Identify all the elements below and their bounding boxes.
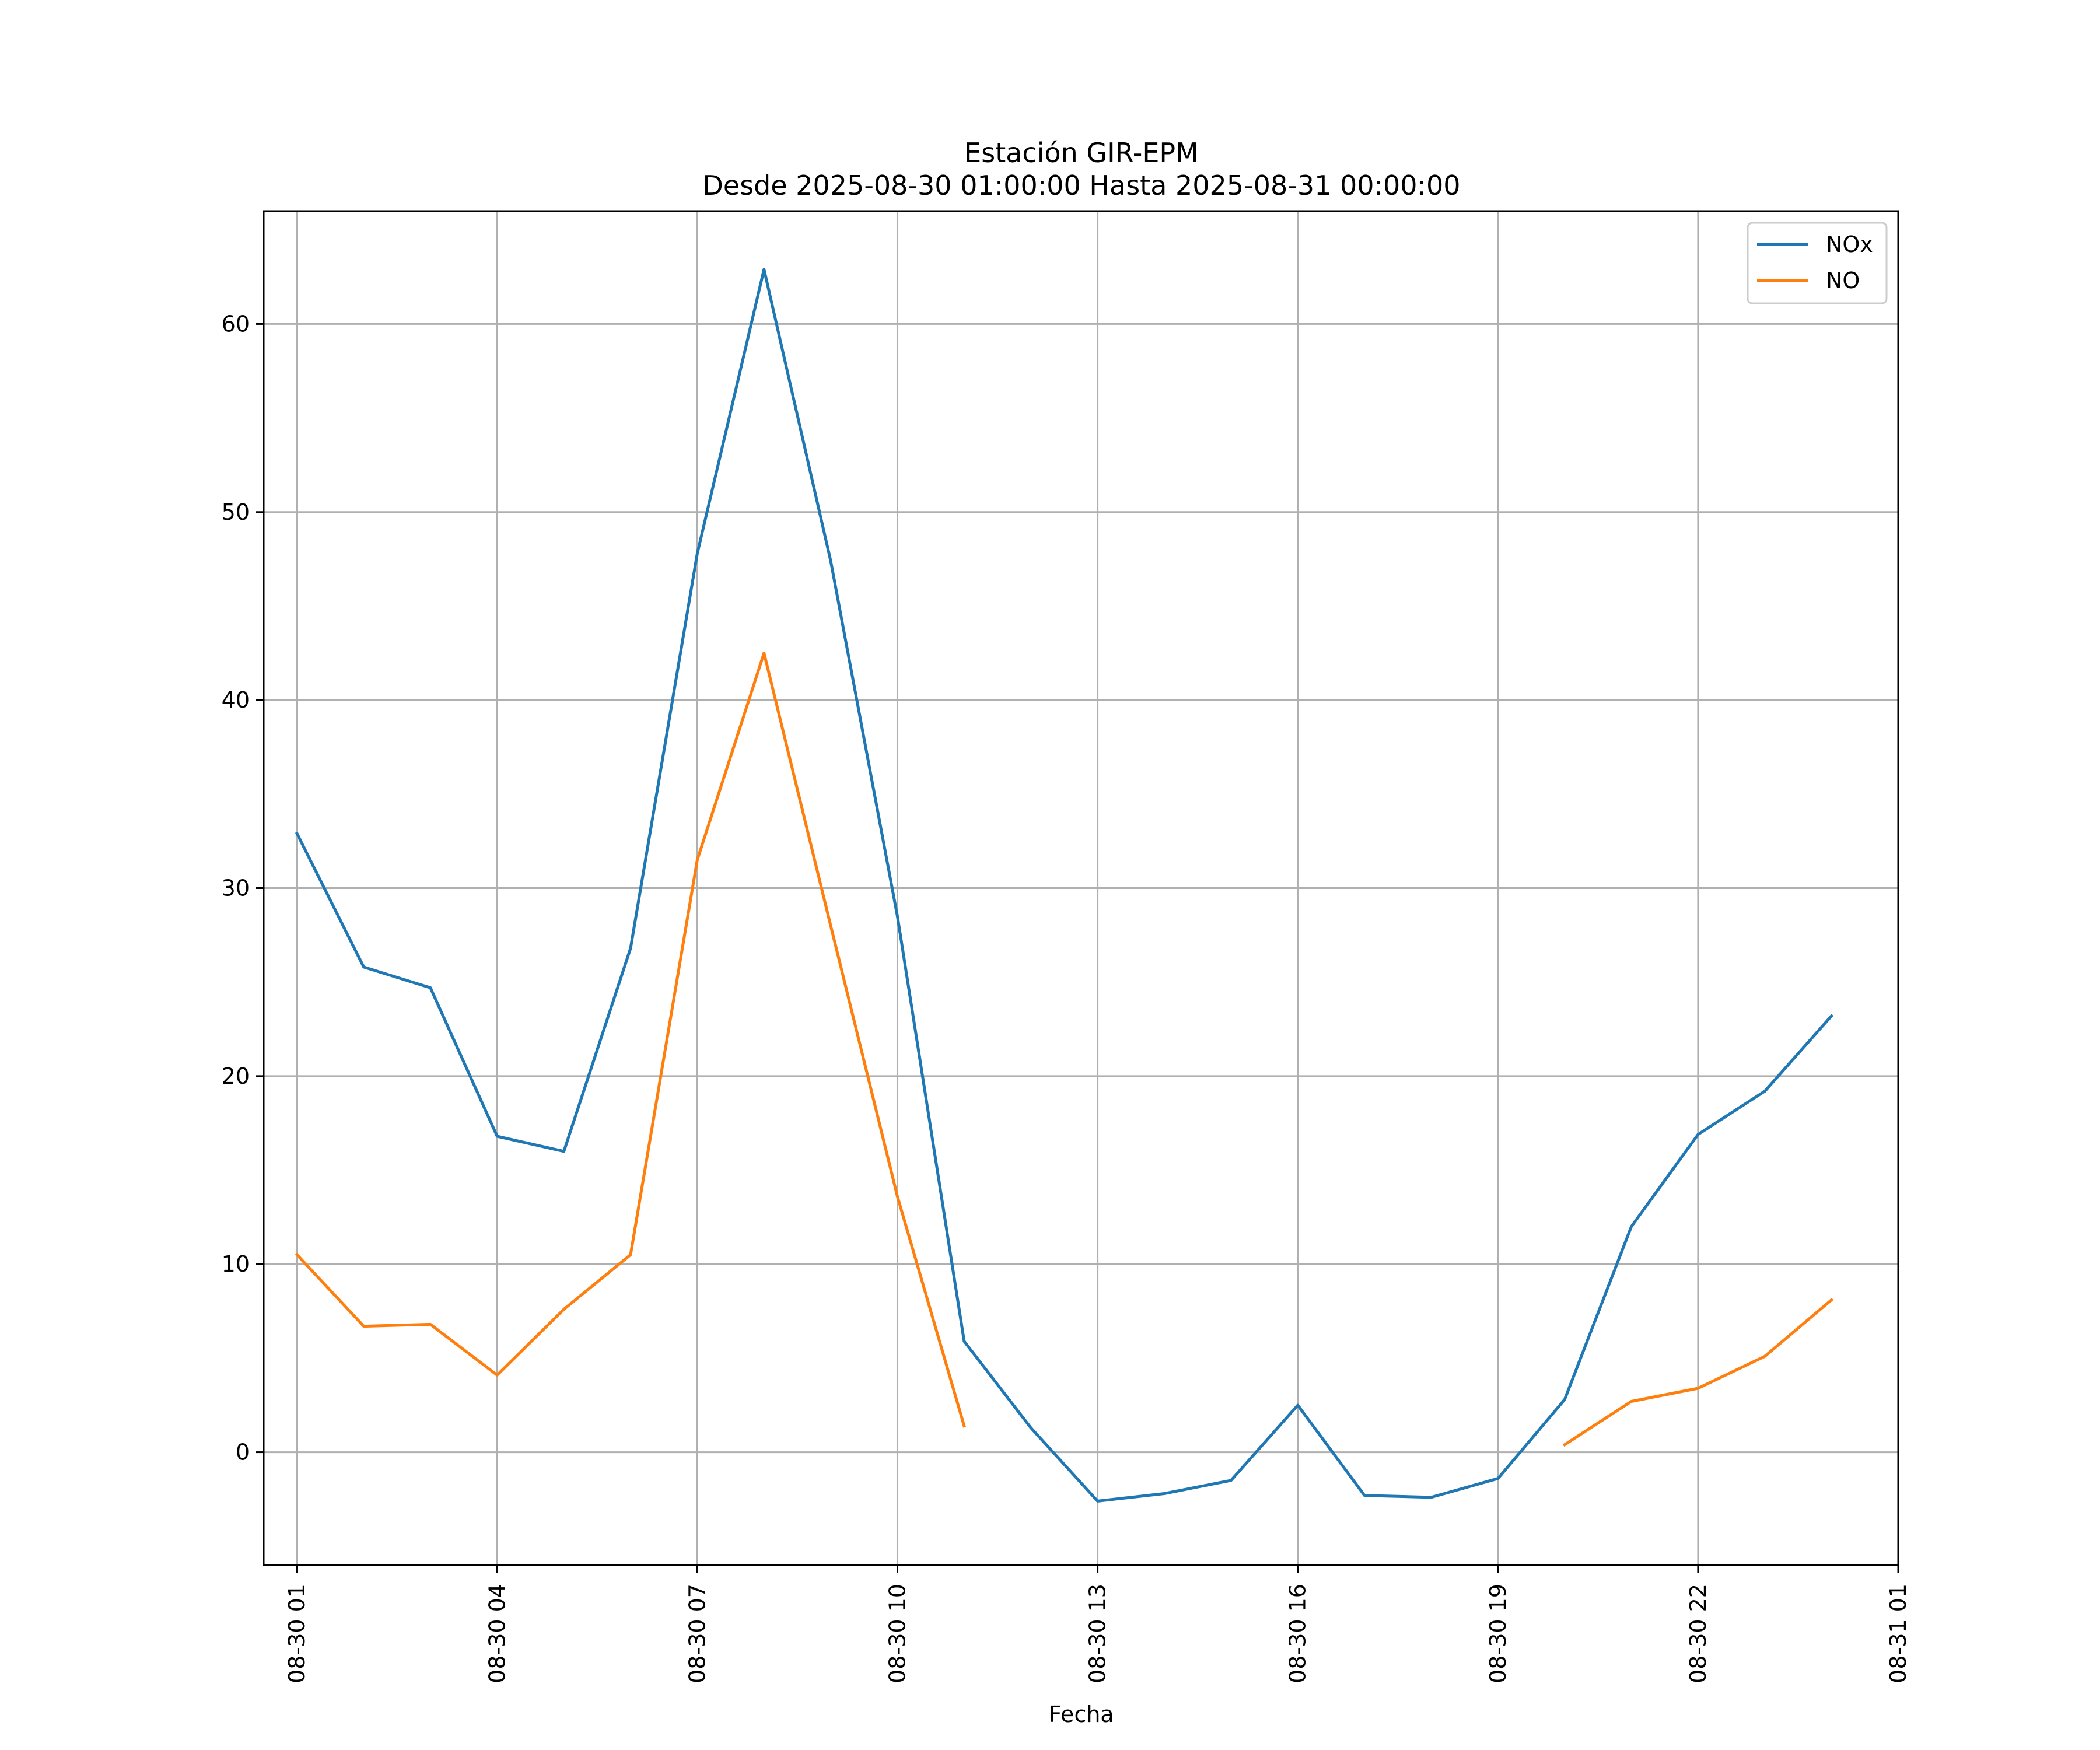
chart-title: Estación GIR-EPM [964,137,1199,169]
y-tick-label: 10 [222,1251,250,1277]
series-line-nox [295,268,1834,1503]
x-tick-label: 08-30 16 [1285,1584,1311,1684]
x-tick-label: 08-30 22 [1685,1584,1711,1684]
y-axis-ticks: 0 10 20 30 40 50 60 [222,311,264,1465]
grid-lines [264,211,1899,1565]
x-tick-label: 08-30 19 [1485,1584,1511,1684]
series-line-no [295,652,966,1428]
y-tick-label: 0 [236,1440,250,1465]
y-tick-label: 30 [222,876,250,901]
y-tick-label: 20 [222,1063,250,1089]
x-axis-label: Fecha [1049,1702,1114,1727]
x-tick-label: 08-30 13 [1085,1584,1111,1684]
series-line-no [1562,1297,1834,1447]
y-tick-label: 60 [222,311,250,337]
x-tick-label: 08-30 04 [484,1584,510,1684]
legend-label-no: NO [1826,268,1860,293]
x-tick-label: 08-31 01 [1885,1584,1911,1684]
x-axis-ticks: 08-30 01 08-30 04 08-30 07 08-30 10 08-30 13… [284,1565,1911,1684]
x-tick-label: 08-30 10 [884,1584,910,1684]
x-tick-label: 08-30 01 [284,1584,310,1684]
y-tick-label: 50 [222,499,250,525]
legend: NOx NO [1746,222,1888,304]
y-tick-label: 40 [222,687,250,713]
series-lines [295,268,1834,1503]
x-tick-label: 08-30 07 [684,1584,710,1684]
legend-label-nox: NOx [1826,232,1873,257]
chart-subtitle: Desde 2025-08-30 01:00:00 Hasta 2025-08-… [702,170,1460,201]
